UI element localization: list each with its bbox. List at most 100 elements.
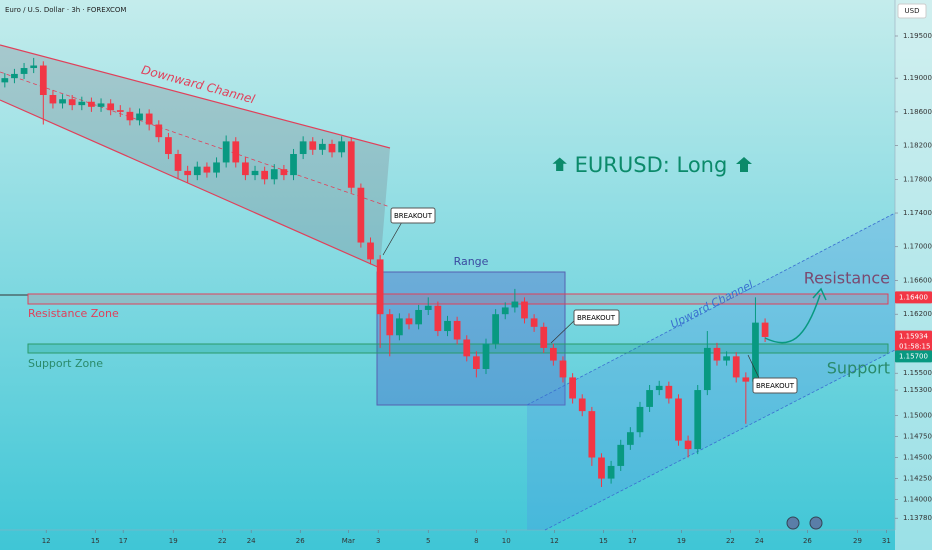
candle-body — [521, 301, 528, 319]
x-tick-label: 5 — [426, 537, 430, 545]
callout-line — [747, 354, 761, 381]
x-tick-label: 8 — [474, 537, 478, 545]
support-zone — [27, 343, 889, 354]
y-tick-label: 1.14000 — [903, 496, 932, 504]
callout-box — [390, 207, 436, 224]
candle-body — [482, 343, 490, 369]
label-range: Range — [454, 255, 489, 268]
candle-body — [184, 170, 192, 176]
label-support-zone: Support Zone — [28, 357, 103, 370]
price-badge-label: 1.15934 — [899, 333, 928, 341]
callout-text: BREAKOUT — [577, 314, 616, 322]
price-badge-label: 1.15700 — [899, 352, 928, 360]
x-tick-label: Mar — [342, 537, 355, 545]
x-tick-label: 19 — [677, 537, 686, 545]
y-tick-label: 1.15300 — [903, 386, 932, 394]
candle-body — [155, 124, 163, 138]
candle-body — [203, 166, 211, 173]
candle-body — [636, 406, 644, 433]
currency-box[interactable] — [897, 3, 927, 19]
candle-body — [347, 141, 355, 188]
candle-body — [684, 440, 692, 450]
candle-body — [299, 141, 307, 155]
x-tick-label: 15 — [91, 537, 100, 545]
candle-body — [49, 95, 57, 104]
price-axis-bg — [895, 0, 932, 550]
x-tick-label: 24 — [247, 537, 256, 545]
x-tick-label: 31 — [882, 537, 891, 545]
label-support: Support — [827, 359, 890, 378]
y-tick-label: 1.17400 — [903, 209, 932, 217]
candle-body — [11, 73, 18, 79]
candle-body — [280, 169, 288, 176]
candle-body — [473, 356, 480, 369]
candle-body — [655, 385, 663, 391]
candle-body — [434, 305, 442, 332]
candle-body — [607, 465, 615, 479]
price-badge — [895, 291, 932, 304]
candle-body — [569, 377, 576, 399]
candle-body — [511, 301, 519, 308]
up-icon — [736, 157, 752, 172]
candle-body — [78, 101, 86, 106]
header: Euro / U.S. Dollar · 3h · FOREXCOM — [5, 6, 126, 14]
candle-body — [39, 65, 47, 96]
x-tick-label: 29 — [853, 537, 862, 545]
callout-line — [382, 221, 403, 256]
x-tick-label: 26 — [296, 537, 305, 545]
candle-body — [309, 141, 317, 150]
callout-box — [752, 377, 798, 394]
x-tick-label: 17 — [628, 537, 637, 545]
y-tick-label: 1.14500 — [903, 454, 932, 462]
label-resistance: Resistance — [804, 269, 890, 288]
callout-box — [573, 309, 620, 326]
y-tick-label: 1.15500 — [903, 369, 932, 377]
arrow-head — [812, 287, 827, 301]
channel-fill — [0, 45, 390, 268]
candle-body — [232, 141, 240, 163]
candle-body — [540, 326, 548, 348]
x-tick-label: 15 — [599, 537, 608, 545]
y-tick-label: 1.14250 — [903, 475, 932, 483]
candle-body — [424, 305, 432, 310]
candle-body — [665, 385, 673, 399]
candle-body — [617, 444, 625, 466]
y-tick-label: 1.17800 — [903, 175, 932, 183]
candle-body — [213, 162, 220, 173]
candle-body — [578, 398, 586, 412]
candle-body — [88, 101, 95, 107]
candle-body — [174, 154, 182, 171]
candle-body — [116, 110, 124, 112]
candle-body — [415, 309, 422, 325]
y-tick-label: 1.18200 — [903, 142, 932, 150]
nav-button[interactable] — [809, 516, 823, 530]
candle-body — [126, 111, 134, 121]
candle-body — [222, 141, 230, 163]
candle-body — [328, 143, 336, 153]
candle-body — [626, 432, 634, 445]
candle-body — [136, 113, 143, 121]
channel-line — [0, 44, 391, 149]
candle-body — [145, 113, 153, 125]
candle-body — [752, 322, 759, 382]
candle-body — [270, 169, 278, 180]
candle-body — [107, 103, 115, 111]
candle-body — [386, 314, 394, 336]
candle-body — [742, 377, 750, 382]
candle-body — [405, 318, 413, 325]
callout-line — [550, 317, 578, 344]
candle-body — [559, 360, 567, 378]
x-tick-label: 22 — [726, 537, 735, 545]
currency[interactable]: USD — [905, 7, 920, 15]
candle-body — [357, 187, 365, 243]
channel-line — [544, 349, 896, 531]
x-tick-label: 3 — [376, 537, 380, 545]
candle-body — [367, 242, 374, 260]
nav-button[interactable] — [786, 516, 800, 530]
y-tick-label: 1.16600 — [903, 276, 932, 284]
label-resistance-zone: Resistance Zone — [28, 307, 119, 320]
y-tick-label: 1.19500 — [903, 32, 932, 40]
candle-body — [376, 259, 384, 315]
